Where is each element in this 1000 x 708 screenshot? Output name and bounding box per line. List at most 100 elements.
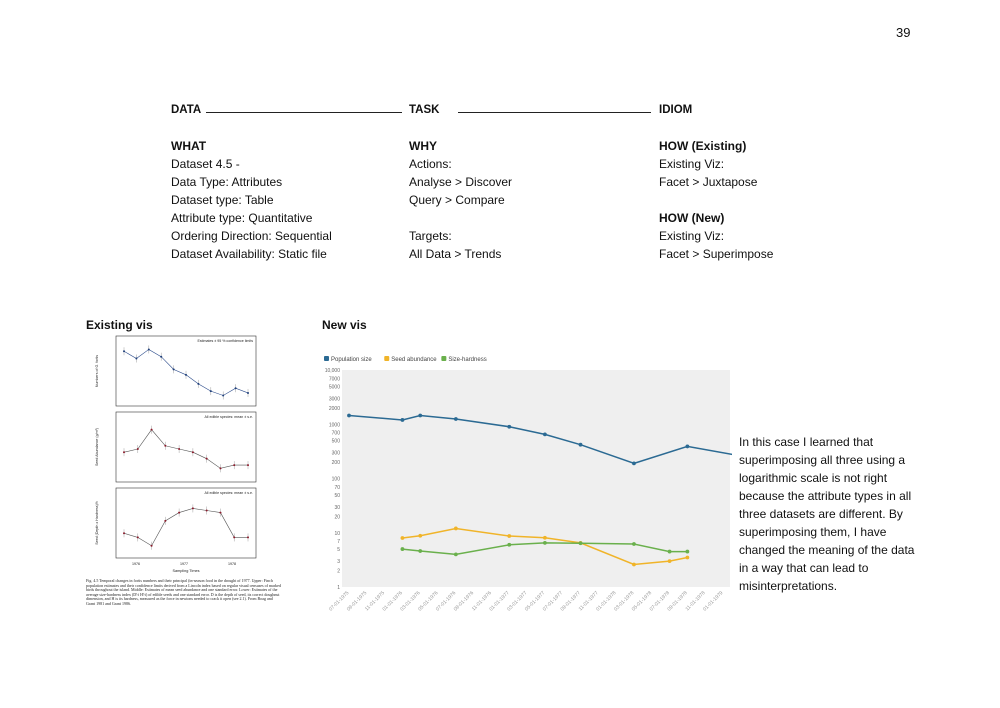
- panel-title: Estimates ± 95 % confidence limits: [197, 339, 253, 343]
- panel-ylabel: Numbers of G. fortis: [95, 355, 99, 387]
- how-line: Existing Viz:: [659, 157, 725, 171]
- existing-data-point: [219, 511, 222, 514]
- y-tick-label: 2000: [329, 406, 340, 412]
- plot-area: [342, 370, 730, 587]
- data-point: [418, 413, 423, 418]
- existing-data-point: [178, 511, 181, 514]
- y-tick-label: 1000: [329, 422, 340, 428]
- panel-ylabel: Seed (Depth x Hardness)½: [95, 501, 99, 545]
- how-existing-title: HOW (Existing): [659, 139, 747, 153]
- header-rule: [206, 112, 402, 113]
- new-vis-chart: Population size Seed abundance Size-hardne…: [324, 356, 732, 613]
- legend-swatch: [324, 356, 329, 361]
- y-tick-label: 30: [334, 505, 340, 511]
- legend-swatch: [384, 356, 390, 361]
- existing-data-point: [234, 387, 237, 390]
- how-line: Facet > Superimpose: [659, 247, 774, 261]
- y-tick-label: 1: [337, 585, 340, 591]
- data-point: [453, 552, 458, 557]
- existing-data-point: [160, 355, 163, 358]
- header-task: TASK: [409, 104, 440, 116]
- existing-data-point: [247, 536, 249, 539]
- existing-panel: [115, 487, 257, 559]
- y-tick-label: 2: [337, 569, 340, 575]
- data-point: [507, 424, 512, 429]
- y-tick-label: 50: [334, 493, 340, 499]
- existing-series-line: [123, 508, 248, 547]
- what-line: Dataset 4.5 -: [171, 157, 240, 171]
- panel-title: All edible species: mean ± s.e.: [204, 491, 253, 495]
- existing-data-point: [197, 382, 200, 385]
- data-point: [578, 541, 583, 546]
- y-tick-label: 5: [337, 547, 340, 553]
- existing-data-point: [191, 451, 194, 454]
- existing-data-point: [150, 544, 153, 547]
- data-point: [685, 549, 690, 554]
- header-data: DATA: [171, 104, 202, 116]
- why-line: Targets:: [409, 229, 452, 243]
- existing-data-point: [233, 464, 236, 467]
- existing-data-point: [247, 464, 249, 467]
- year-label: 1977: [180, 562, 188, 566]
- how-new-title: HOW (New): [659, 211, 725, 225]
- existing-data-point: [209, 390, 212, 393]
- what-line: Data Type: Attributes: [171, 175, 283, 189]
- y-tick-label: 70: [334, 485, 340, 491]
- panel-title: All edible species: mean ± s.e.: [204, 415, 253, 419]
- existing-data-point: [123, 451, 125, 454]
- y-tick-label: 100: [332, 477, 341, 483]
- existing-data-point: [150, 428, 153, 431]
- data-point: [667, 549, 672, 554]
- existing-data-point: [205, 509, 208, 512]
- y-tick-label: 200: [332, 460, 341, 466]
- data-point: [543, 540, 547, 545]
- y-tick-label: 300: [332, 451, 341, 457]
- data-point: [347, 413, 351, 418]
- existing-data-point: [135, 357, 138, 360]
- year-label: 1976: [132, 562, 140, 566]
- existing-data-point: [123, 350, 125, 353]
- how-line: Facet > Juxtapose: [659, 175, 758, 189]
- existing-panel: [115, 411, 257, 483]
- legend-entry: Seed abundance: [391, 357, 437, 363]
- existing-data-point: [178, 448, 181, 450]
- data-point: [632, 562, 636, 567]
- data-point: [400, 536, 405, 540]
- data-point: [418, 549, 423, 553]
- existing-data-point: [222, 394, 225, 397]
- data-point: [578, 442, 583, 447]
- data-point: [632, 542, 636, 546]
- existing-data-point: [172, 368, 175, 371]
- existing-data-point: [233, 536, 236, 539]
- existing-vis-caption: Fig. 4.5 Temporal changes in fortis numb…: [86, 579, 281, 606]
- existing-data-point: [205, 457, 208, 460]
- y-tick-label: 10,000: [325, 368, 341, 374]
- existing-series-line: [123, 429, 248, 469]
- y-tick-label: 3: [337, 559, 340, 565]
- page-number: 39: [896, 25, 911, 40]
- header-idiom: IDIOM: [659, 104, 693, 116]
- why-title: WHY: [409, 139, 437, 153]
- data-point: [507, 542, 512, 547]
- header-rule: [458, 112, 651, 113]
- existing-data-point: [136, 448, 139, 450]
- data-point: [400, 547, 405, 551]
- data-point: [453, 526, 458, 531]
- data-point: [667, 559, 672, 564]
- y-tick-label: 3000: [329, 396, 340, 402]
- panel-ylabel: Seed Abundance (g/m²): [95, 428, 99, 466]
- what-line: Attribute type: Quantitative: [171, 211, 313, 225]
- data-point: [543, 432, 547, 437]
- existing-data-point: [123, 532, 125, 535]
- existing-data-point: [136, 536, 139, 539]
- y-tick-label: 20: [334, 514, 340, 520]
- what-line: Dataset Availability: Static file: [171, 247, 327, 261]
- data-point: [453, 417, 458, 421]
- why-line: All Data > Trends: [409, 247, 502, 261]
- existing-vis-label: Existing vis: [86, 318, 153, 332]
- what-line: Ordering Direction: Sequential: [171, 229, 332, 243]
- how-line: Existing Viz:: [659, 229, 725, 243]
- why-line: Actions:: [409, 157, 452, 171]
- reflection-paragraph: In this case I learned that superimposin…: [739, 435, 915, 593]
- data-point: [632, 461, 636, 466]
